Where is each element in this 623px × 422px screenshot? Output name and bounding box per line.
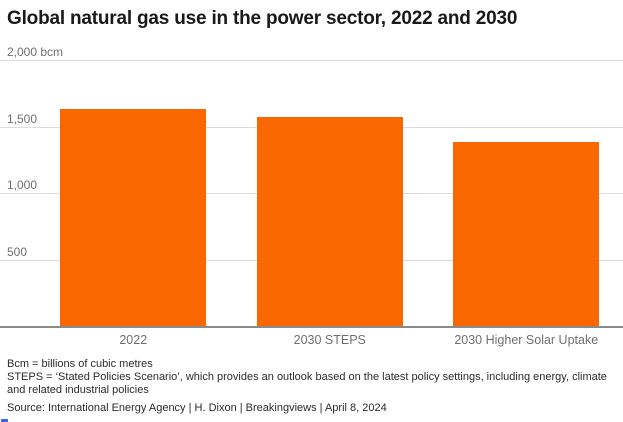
bar-2022 [60, 109, 207, 326]
footnote-steps-definition: STEPS = ‘Stated Policies Scenario’, whic… [7, 371, 607, 396]
x-axis-label: 2022 [119, 333, 148, 347]
gridline-2000 [0, 60, 623, 61]
footnote-bcm-definition: Bcm = billions of cubic metres [7, 358, 153, 370]
y-axis-tick-label: 1,500 [7, 111, 38, 126]
x-axis-label: 2030 STEPS [293, 333, 366, 347]
y-axis-tick-label: 2,000 bcm [7, 45, 64, 59]
x-axis-label: 2030 Higher Solar Uptake [454, 333, 599, 347]
corner-logo-mark [1, 419, 8, 422]
x-axis-line [0, 326, 623, 328]
y-axis-tick-label: 500 [7, 244, 28, 259]
bar-2030-higher-solar-uptake [453, 142, 600, 326]
source-line: Source: International Energy Agency | H.… [7, 402, 387, 414]
y-axis-tick-label: 1,000 [7, 178, 38, 192]
footnotes-block: Bcm = billions of cubic metres STEPS = ‘… [7, 358, 607, 415]
chart-title: Global natural gas use in the power sect… [7, 8, 518, 29]
bar-2030-steps [256, 117, 403, 326]
